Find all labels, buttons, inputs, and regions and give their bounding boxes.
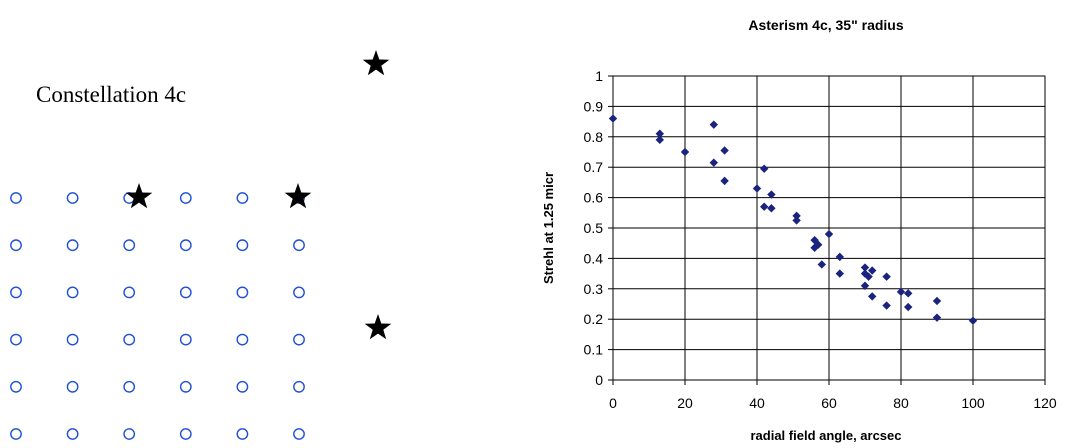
y-tick-label: 0.6 xyxy=(584,190,604,206)
y-tick-label: 0.3 xyxy=(584,281,604,297)
guide-star-icon xyxy=(126,183,153,208)
grid-marker-circle xyxy=(181,240,191,250)
scatter-chart: Asterism 4c, 35" radius 0 20 40 60 80 100 120 … xyxy=(541,17,1057,443)
grid-marker-circle xyxy=(124,240,134,250)
x-tick-label: 100 xyxy=(961,395,985,411)
grid-marker-circle xyxy=(11,429,21,439)
grid-marker-circle xyxy=(67,287,77,297)
x-axis-ticks: 0 20 40 60 80 100 120 xyxy=(609,380,1057,411)
grid-marker-circle xyxy=(11,240,21,250)
y-axis-ticks: 0 0.1 0.2 0.3 0.4 0.5 0.6 0.7 0.8 0.9 1 xyxy=(584,68,613,388)
y-tick-label: 1 xyxy=(595,68,603,84)
grid-marker-circle xyxy=(237,382,247,392)
y-tick-label: 0 xyxy=(595,372,603,388)
grid-marker-circle xyxy=(181,193,191,203)
grid-marker-circle xyxy=(181,287,191,297)
grid-marker-circle xyxy=(294,240,304,250)
x-tick-label: 80 xyxy=(893,395,909,411)
grid-marker-circle xyxy=(67,334,77,344)
grid-marker-circle xyxy=(124,382,134,392)
grid-marker-circle xyxy=(237,240,247,250)
y-tick-label: 0.5 xyxy=(584,220,604,236)
grid-marker-circle xyxy=(124,429,134,439)
grid-marker-circle xyxy=(67,429,77,439)
x-tick-label: 120 xyxy=(1033,395,1057,411)
grid-marker-circle xyxy=(237,334,247,344)
grid-marker-circle xyxy=(237,287,247,297)
grid-marker-circle xyxy=(67,240,77,250)
grid-marker-circle xyxy=(67,382,77,392)
x-tick-label: 60 xyxy=(821,395,837,411)
grid-marker-circle xyxy=(294,287,304,297)
grid-marker-circle xyxy=(181,382,191,392)
grid-marker-circle xyxy=(67,193,77,203)
y-tick-label: 0.9 xyxy=(584,98,604,114)
y-tick-label: 0.1 xyxy=(584,342,604,358)
x-tick-label: 40 xyxy=(749,395,765,411)
grid-marker-circle xyxy=(294,334,304,344)
x-axis-label: radial field angle, arcsec xyxy=(750,428,901,443)
grid-marker-circle xyxy=(124,334,134,344)
y-axis-label: Strehl at 1.25 micr xyxy=(541,172,556,284)
y-tick-label: 0.8 xyxy=(584,129,604,145)
y-tick-label: 0.4 xyxy=(584,250,604,266)
grid-marker-circle xyxy=(181,334,191,344)
y-tick-label: 0.2 xyxy=(584,311,604,327)
chart-title: Asterism 4c, 35" radius xyxy=(748,17,903,33)
guide-stars xyxy=(126,50,392,339)
guide-star-icon xyxy=(363,50,390,75)
grid-marker-circle xyxy=(237,429,247,439)
grid-marker-circle xyxy=(11,334,21,344)
grid-marker-circle xyxy=(11,382,21,392)
grid-marker-circle xyxy=(124,287,134,297)
grid-marker-circle xyxy=(11,287,21,297)
grid-marker-circle xyxy=(294,382,304,392)
constellation-grid xyxy=(11,193,304,439)
guide-star-icon xyxy=(285,183,312,208)
grid-marker-circle xyxy=(181,429,191,439)
grid-marker-circle xyxy=(11,193,21,203)
y-tick-label: 0.7 xyxy=(584,159,604,175)
grid-marker-circle xyxy=(294,429,304,439)
x-tick-label: 20 xyxy=(677,395,693,411)
grid-marker-circle xyxy=(237,193,247,203)
guide-star-icon xyxy=(365,314,392,339)
x-tick-label: 0 xyxy=(609,395,617,411)
